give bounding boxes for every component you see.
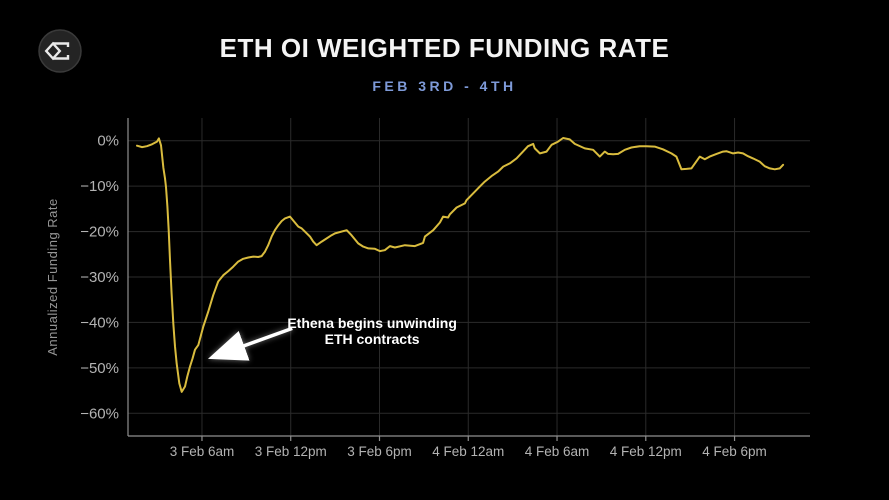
page-title: ETH OI WEIGHTED FUNDING RATE	[219, 33, 670, 63]
x-axis-tick-label: 4 Feb 12pm	[610, 444, 682, 459]
y-axis-tick-label: −10%	[80, 178, 119, 195]
annotation-label-line2: ETH contracts	[325, 331, 420, 347]
sigma-diamond-logo-icon	[38, 29, 82, 73]
x-axis-tick-label: 3 Feb 12pm	[255, 444, 327, 459]
funding-rate-series	[136, 137, 785, 393]
y-axis-tick-label: −20%	[80, 224, 119, 241]
funding-rate-line	[136, 137, 785, 393]
axis-labels: 0% −10% −20% −30% −40% −50% −60% 3 Feb 6am 3 Feb…	[45, 133, 767, 459]
y-axis-tick-label: −50%	[80, 360, 119, 377]
page-subtitle: FEB 3RD - 4TH	[372, 78, 517, 94]
annotation-arrow	[207, 326, 293, 361]
x-axis-tick-label: 3 Feb 6am	[170, 444, 235, 459]
x-axis-tick-label: 3 Feb 6pm	[347, 444, 412, 459]
annotation-label-line1: Ethena begins unwinding	[287, 315, 457, 331]
y-axis-tick-label: 0%	[97, 133, 119, 150]
gridlines	[128, 118, 810, 436]
y-axis-title: Annualized Funding Rate	[45, 198, 60, 356]
axes	[127, 118, 810, 441]
x-axis-tick-label: 4 Feb 6pm	[702, 444, 767, 459]
y-axis-tick-label: −40%	[80, 314, 119, 331]
y-axis-tick-label: −30%	[80, 269, 119, 286]
y-axis-tick-label: −60%	[80, 405, 119, 422]
logo	[38, 29, 82, 73]
x-axis-tick-label: 4 Feb 6am	[525, 444, 590, 459]
x-axis-tick-label: 4 Feb 12am	[432, 444, 504, 459]
